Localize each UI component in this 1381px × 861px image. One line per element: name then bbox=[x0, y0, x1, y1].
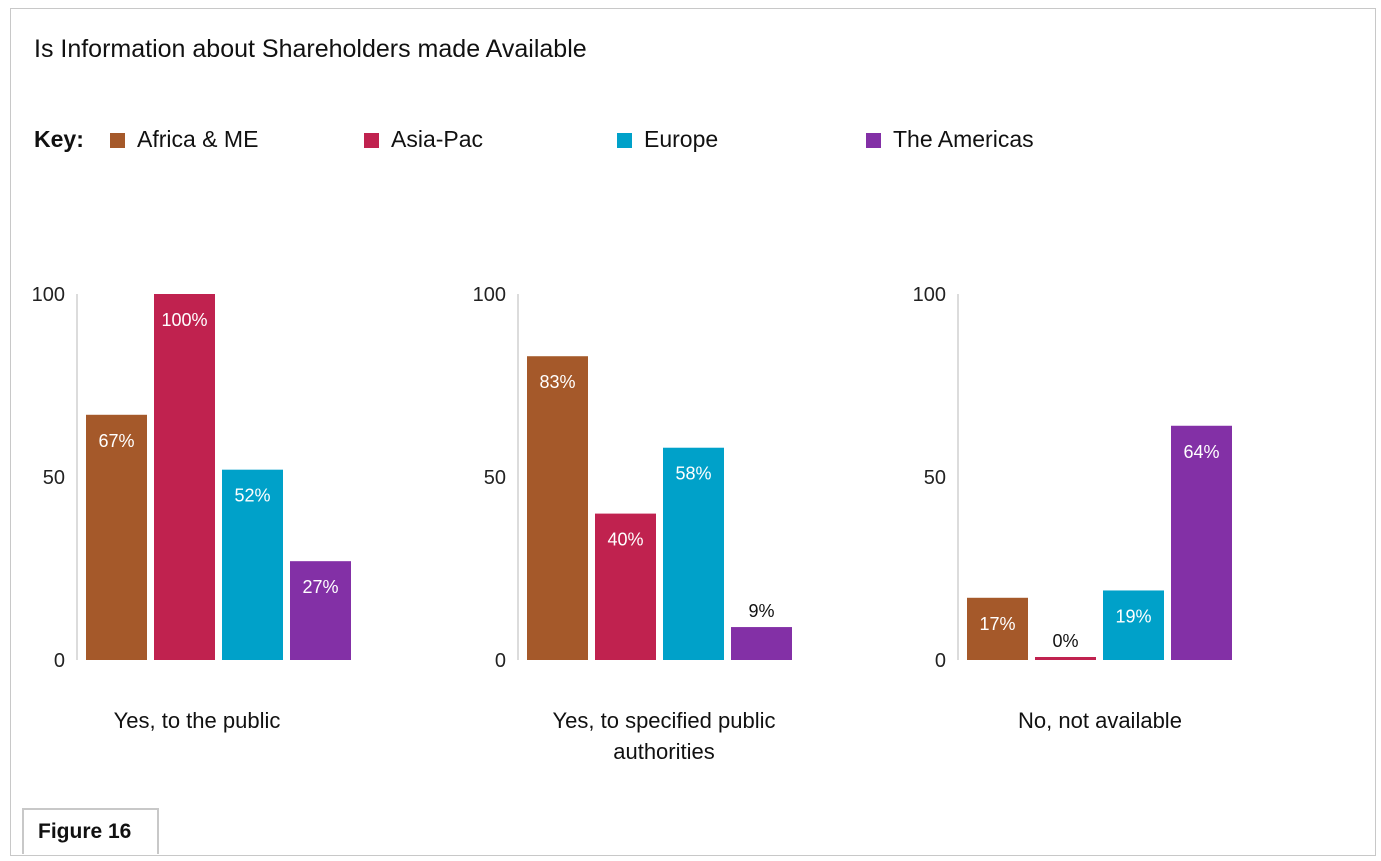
chart-title: Is Information about Shareholders made A… bbox=[34, 35, 587, 63]
panel-1-data-label-africa-me: 67% bbox=[98, 431, 134, 451]
panel-2-data-label-the-americas: 9% bbox=[748, 601, 774, 621]
panel-2-y-tick-100: 100 bbox=[473, 284, 506, 306]
panel-3-data-label-europe: 19% bbox=[1115, 606, 1151, 626]
category-label-public: Yes, to the public bbox=[113, 708, 281, 733]
panel-3-y-tick-0: 0 bbox=[935, 650, 946, 672]
panel-3-data-label-the-americas: 64% bbox=[1183, 442, 1219, 462]
category-label-authorities: Yes, to specified public authorities bbox=[552, 708, 776, 764]
legend-label-europe: Europe bbox=[644, 126, 719, 152]
panel-1-bar-the-americas bbox=[290, 561, 351, 660]
legend: Key: Africa & ME Asia-Pac Europe The Ame… bbox=[34, 126, 1334, 156]
panel-1-y-tick-50: 50 bbox=[43, 467, 65, 489]
legend-swatch-africa-me bbox=[110, 133, 125, 148]
legend-label-the-americas: The Americas bbox=[893, 126, 1034, 152]
panel-3-bar-asia-pac bbox=[1035, 657, 1096, 660]
legend-swatch-the-americas bbox=[866, 133, 881, 148]
legend-swatch-asia-pac bbox=[364, 133, 379, 148]
panel-3-y-tick-50: 50 bbox=[924, 467, 946, 489]
figure-label-box: Figure 16 bbox=[22, 808, 159, 854]
panel-2-bar-africa-me bbox=[527, 356, 588, 660]
panel-2-data-label-africa-me: 83% bbox=[539, 372, 575, 392]
figure-frame bbox=[10, 8, 1376, 856]
panel-2-bar-the-americas bbox=[731, 627, 792, 660]
legend-key-label: Key: bbox=[34, 126, 84, 152]
panel-1-bar-europe bbox=[222, 469, 283, 660]
figure-label: Figure 16 bbox=[38, 820, 132, 843]
category-label-not-available: No, not available bbox=[1018, 708, 1182, 733]
legend-label-africa-me: Africa & ME bbox=[137, 126, 259, 152]
panel-2-bar-asia-pac bbox=[595, 513, 656, 660]
panel-1-bar-africa-me bbox=[86, 414, 147, 660]
legend-swatch-europe bbox=[617, 133, 632, 148]
legend-label-asia-pac: Asia-Pac bbox=[391, 126, 484, 152]
panel-2-data-label-europe: 58% bbox=[675, 464, 711, 484]
panel-3-data-label-africa-me: 17% bbox=[979, 614, 1015, 634]
panel-3-data-label-asia-pac: 0% bbox=[1052, 631, 1078, 651]
panel-3-bar-europe bbox=[1103, 590, 1164, 660]
panel-1-data-label-asia-pac: 100% bbox=[161, 310, 207, 330]
panel-3-bar-africa-me bbox=[967, 597, 1028, 660]
panel-1-bar-asia-pac bbox=[154, 294, 215, 660]
panel-3-bar-the-americas bbox=[1171, 425, 1232, 660]
panel-2-y-tick-50: 50 bbox=[484, 467, 506, 489]
panel-1-data-label-europe: 52% bbox=[234, 486, 270, 506]
panel-1-y-tick-100: 100 bbox=[32, 284, 65, 306]
panel-1-data-label-the-americas: 27% bbox=[302, 577, 338, 597]
panel-2-bar-europe bbox=[663, 447, 724, 660]
panel-2-y-tick-0: 0 bbox=[495, 650, 506, 672]
panel-3-y-tick-100: 100 bbox=[913, 284, 946, 306]
panel-2-data-label-asia-pac: 40% bbox=[607, 530, 643, 550]
panel-1-y-tick-0: 0 bbox=[54, 650, 65, 672]
